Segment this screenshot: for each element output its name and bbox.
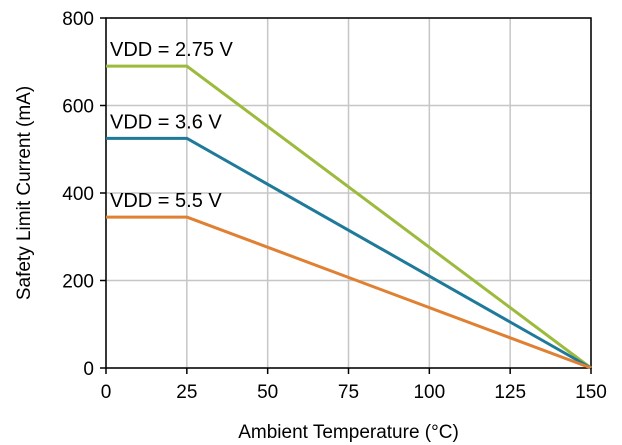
x-axis-label: Ambient Temperature (°C) xyxy=(238,422,459,443)
x-tick-label: 25 xyxy=(176,382,197,403)
y-axis-label: Safety Limit Current (mA) xyxy=(14,86,35,300)
x-tick-label: 125 xyxy=(494,382,526,403)
y-tick-label: 600 xyxy=(62,97,94,118)
series-line-1 xyxy=(106,64,592,370)
series-labels: VDD = 2.75 V VDD = 3.6 V VDD = 5.5 V xyxy=(110,39,234,212)
series-lines xyxy=(106,64,592,370)
x-axis-ticks: 0 25 50 75 100 125 150 xyxy=(101,368,607,403)
series-line-3 xyxy=(106,215,592,370)
x-tick-label: 75 xyxy=(338,382,359,403)
x-tick-label: 150 xyxy=(575,382,607,403)
x-tick-label: 100 xyxy=(413,382,445,403)
y-tick-label: 800 xyxy=(62,9,94,30)
y-axis-ticks: 0 200 400 600 800 xyxy=(62,9,106,380)
series-label-1: VDD = 2.75 V xyxy=(110,39,234,61)
x-tick-label: 50 xyxy=(257,382,278,403)
y-tick-label: 400 xyxy=(62,184,94,205)
y-tick-label: 200 xyxy=(62,272,94,293)
series-line-2 xyxy=(106,136,592,370)
series-label-3: VDD = 5.5 V xyxy=(110,190,222,212)
series-label-2: VDD = 3.6 V xyxy=(110,111,222,133)
x-tick-label: 0 xyxy=(101,382,112,403)
y-tick-label: 0 xyxy=(83,359,94,380)
